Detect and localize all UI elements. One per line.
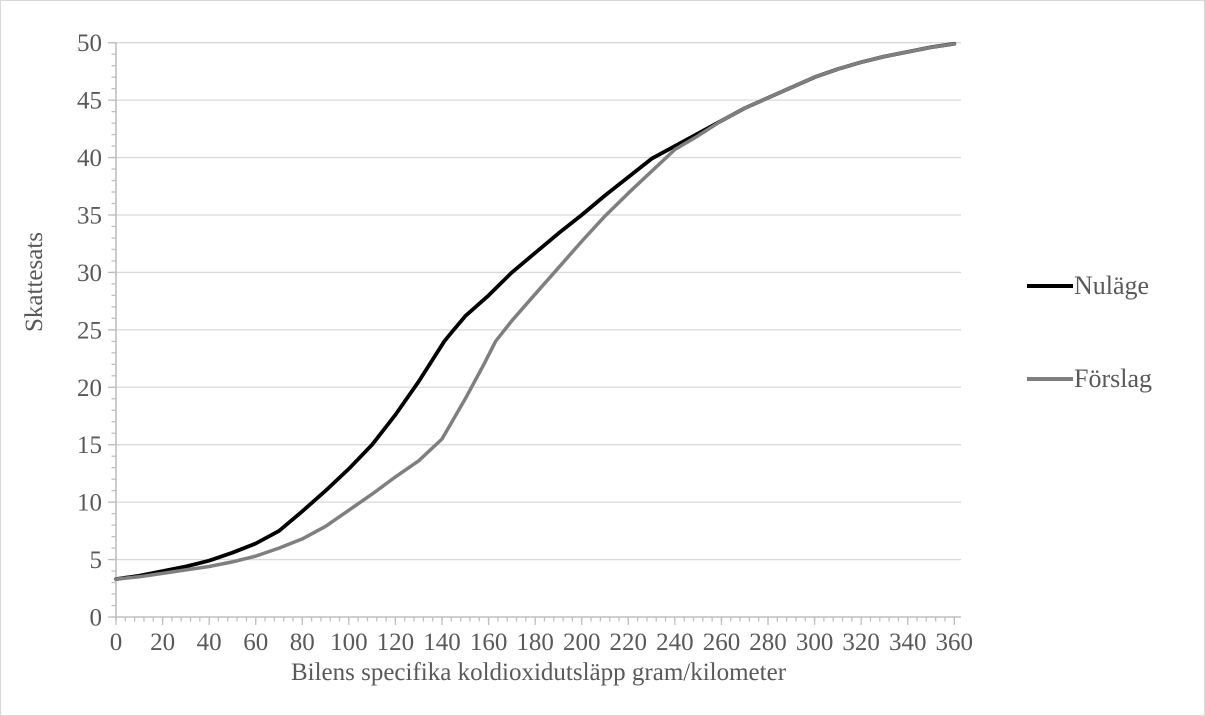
x-tick-label: 140 [423,629,461,656]
x-tick-label: 80 [290,629,315,656]
x-tick-label: 160 [470,629,508,656]
y-tick-label: 50 [77,30,102,57]
x-tick-label: 40 [197,629,222,656]
y-tick-label: 40 [77,145,102,172]
x-tick-label: 100 [330,629,368,656]
x-tick-label: 280 [749,629,787,656]
x-tick-label: 260 [703,629,741,656]
y-tick-label: 5 [90,547,103,574]
x-tick-label: 200 [563,629,601,656]
x-axis-title: Bilens specifika koldioxidutsläpp gram/k… [290,659,787,686]
legend-label-nulage: Nuläge [1074,271,1150,300]
x-tick-label: 320 [842,629,880,656]
series-line-forslag [114,42,957,581]
legend-item-nulage: Nuläge [1027,271,1149,301]
x-tick-label: 220 [610,629,648,656]
y-tick-label: 25 [77,317,102,344]
y-tick-label: 20 [77,375,102,402]
legend-line-forslag [1027,377,1073,381]
y-tick-label: 35 [77,202,102,229]
x-tick-label: 0 [110,629,123,656]
x-tick-label: 300 [796,629,834,656]
y-tick-label: 15 [77,432,102,459]
y-tick-label: 0 [90,605,103,632]
y-tick-label: 30 [77,260,102,287]
y-tick-label: 10 [77,490,102,517]
x-tick-label: 360 [936,629,974,656]
legend-line-nulage [1027,284,1073,288]
x-tick-label: 180 [516,629,554,656]
legend-label-forslag: Förslag [1074,364,1152,393]
series-line-nulage [114,41,957,581]
x-tick-label: 240 [656,629,694,656]
x-tick-label: 60 [243,629,268,656]
x-tick-label: 120 [377,629,415,656]
legend-item-forslag: Förslag [1027,364,1152,394]
y-tick-label: 45 [77,88,102,115]
x-tick-label: 20 [150,629,175,656]
x-tick-label: 340 [889,629,927,656]
